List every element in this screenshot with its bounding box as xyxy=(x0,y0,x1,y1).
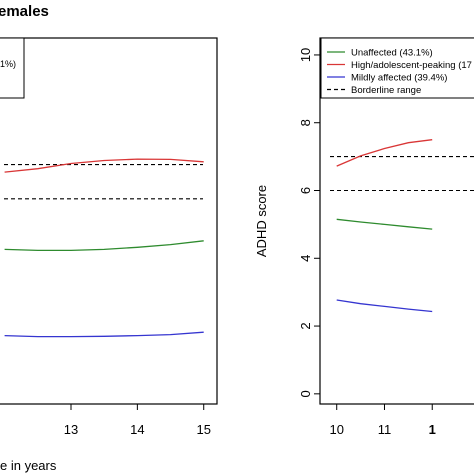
series-line-1 xyxy=(336,218,433,230)
panel-title: emales xyxy=(0,3,49,20)
x-tick-label: 11 xyxy=(378,422,392,437)
right-x-axis: 10 11 1 xyxy=(329,404,436,437)
y-tick-label: 4 xyxy=(298,255,313,262)
x-tick-label: 13 xyxy=(64,422,78,437)
x-tick-label: 10 xyxy=(329,422,343,437)
legend-label: Borderline range xyxy=(351,85,421,96)
left-reference-lines xyxy=(4,164,203,200)
right-y-axis: 0 2 4 6 8 10 xyxy=(298,48,320,397)
series-line-0 xyxy=(336,139,433,167)
series-line-0 xyxy=(4,158,204,173)
left-legend-box xyxy=(0,37,25,99)
legend-label: Unaffected (43.1%) xyxy=(351,48,433,59)
y-tick-label: 6 xyxy=(298,187,313,194)
left-panel: 1%) 13 14 15 e in years xyxy=(0,37,218,473)
x-tick-label: 1 xyxy=(429,422,436,437)
left-series xyxy=(4,158,204,338)
left-plot-frame xyxy=(0,37,218,405)
y-tick-label: 10 xyxy=(298,48,313,62)
right-y-axis-label: ADHD score xyxy=(254,185,269,257)
right-legend: Unaffected (43.1%)High/adolescent-peakin… xyxy=(320,37,474,99)
y-tick-label: 8 xyxy=(298,119,313,126)
right-legend-box xyxy=(320,37,474,99)
legend-label: High/adolescent-peaking (17 xyxy=(351,60,472,71)
left-x-axis: 13 14 15 xyxy=(64,404,211,437)
y-tick-label: 0 xyxy=(298,390,313,397)
left-legend-entry: 1%) xyxy=(0,59,16,69)
y-tick-label: 2 xyxy=(298,322,313,329)
series-line-2 xyxy=(4,331,204,338)
series-line-2 xyxy=(336,299,433,313)
legend-label: Mildly affected (39.4%) xyxy=(351,73,447,84)
right-reference-lines xyxy=(330,156,474,192)
x-tick-label: 15 xyxy=(196,422,210,437)
x-tick-label: 14 xyxy=(130,422,144,437)
series-line-1 xyxy=(4,240,204,252)
left-x-axis-label: e in years xyxy=(0,458,57,473)
right-panel: Unaffected (43.1%)High/adolescent-peakin… xyxy=(254,37,474,437)
right-series xyxy=(336,139,433,313)
